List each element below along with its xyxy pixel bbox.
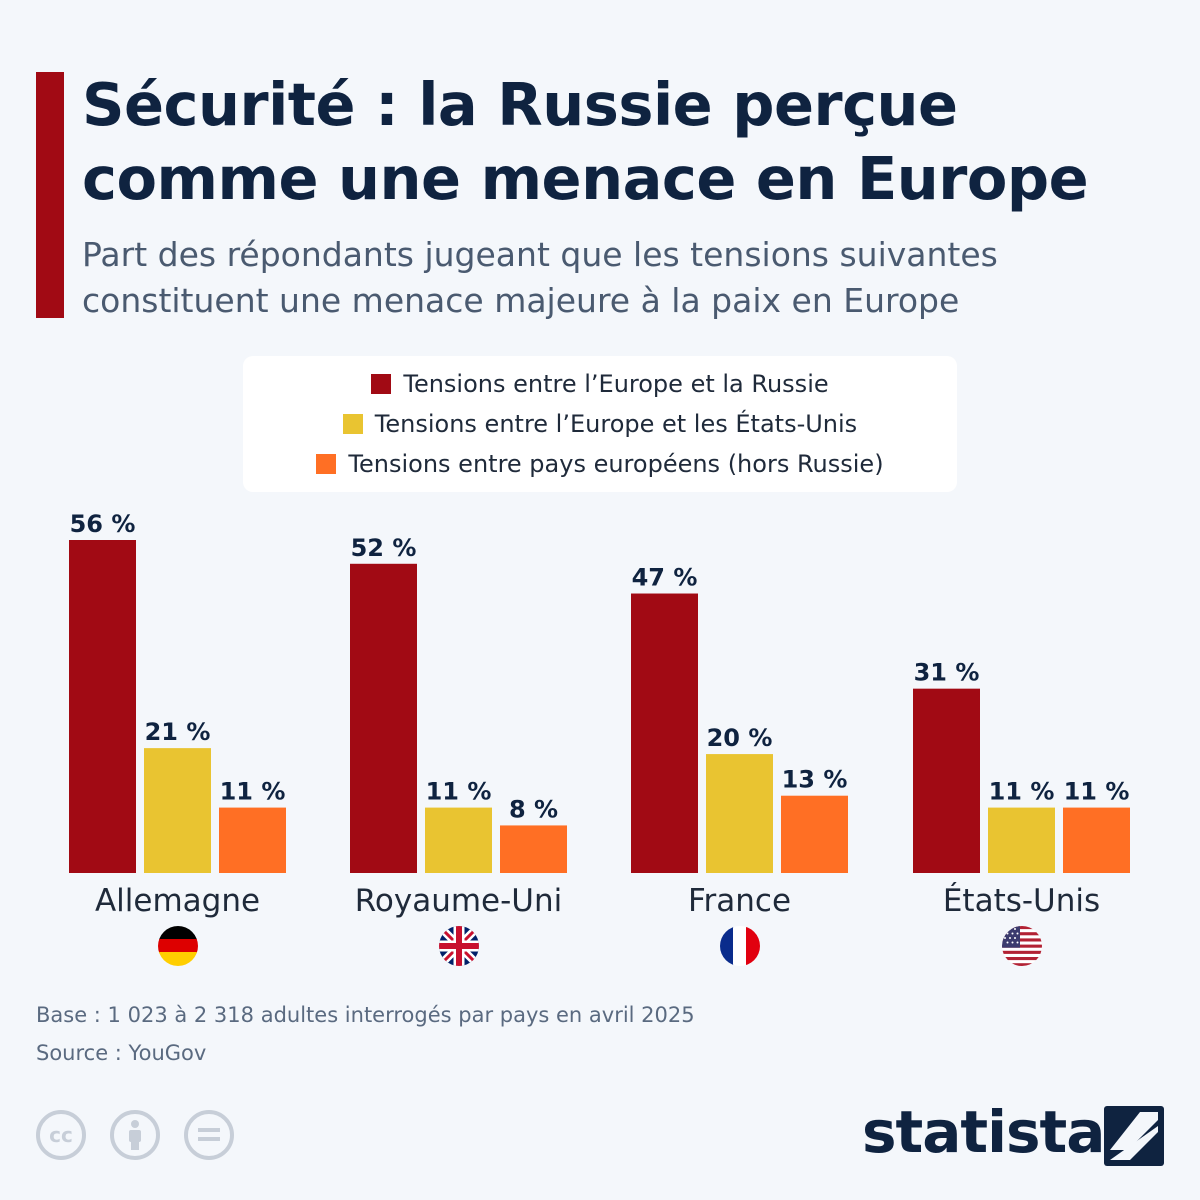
category-label-etats-unis: États-Unis <box>943 883 1100 919</box>
base-note: Base : 1 023 à 2 318 adultes interrogés … <box>36 1003 695 1027</box>
data-label-royaume-uni-europe: 8 % <box>509 795 558 823</box>
data-label-allemagne-russia: 56 % <box>70 510 136 538</box>
bar-france-usa <box>706 754 773 873</box>
category-label-france: France <box>688 883 791 919</box>
data-label-royaume-uni-usa: 11 % <box>426 778 492 806</box>
source-note: Source : YouGov <box>36 1041 207 1065</box>
usa-flag-icon <box>1002 926 1042 966</box>
data-label-france-usa: 20 % <box>707 724 773 752</box>
legend-label-europe: Tensions entre pays européens (hors Russ… <box>348 450 884 478</box>
data-label-france-russia: 47 % <box>632 564 698 592</box>
germany-flag-icon <box>158 926 198 966</box>
uk-flag-icon <box>439 926 479 966</box>
no-derivatives-icon <box>184 1110 234 1160</box>
data-label-etats-unis-europe: 11 % <box>1064 778 1130 806</box>
bar-allemagne-russia <box>69 540 136 873</box>
cc-icon: cc <box>36 1110 86 1160</box>
legend-item-usa: Tensions entre l’Europe et les États-Uni… <box>243 406 957 442</box>
bar-royaume-uni-usa <box>425 807 492 873</box>
statista-logo-text: statista <box>862 1098 1105 1166</box>
bar-etats-unis-usa <box>988 807 1055 873</box>
bar-etats-unis-russia <box>913 688 980 873</box>
legend-label-russia: Tensions entre l’Europe et la Russie <box>403 370 829 398</box>
bar-royaume-uni-russia <box>350 563 417 873</box>
data-label-royaume-uni-russia: 52 % <box>351 534 417 562</box>
legend-swatch-usa <box>342 414 363 434</box>
category-label-allemagne: Allemagne <box>95 883 260 919</box>
legend-swatch-russia <box>371 374 392 394</box>
statista-logo-icon <box>1104 1106 1164 1166</box>
legend-label-usa: Tensions entre l’Europe et les États-Uni… <box>374 410 858 438</box>
data-label-allemagne-usa: 21 % <box>145 718 211 746</box>
page-subtitle: Part des répondants jugeant que les tens… <box>82 235 998 320</box>
bar-france-russia <box>631 593 698 873</box>
bar-royaume-uni-europe <box>500 825 567 873</box>
legend-item-europe: Tensions entre pays européens (hors Russ… <box>243 446 957 482</box>
category-label-royaume-uni: Royaume-Uni <box>355 883 563 919</box>
data-label-etats-unis-usa: 11 % <box>989 778 1055 806</box>
title-accent-bar <box>36 72 64 318</box>
data-label-etats-unis-russia: 31 % <box>914 659 980 687</box>
bar-france-europe <box>781 795 848 873</box>
bar-allemagne-usa <box>144 748 211 873</box>
bar-allemagne-europe <box>219 807 286 873</box>
legend-item-russia: Tensions entre l’Europe et la Russie <box>243 366 957 402</box>
legend: Tensions entre l’Europe et la Russie Ten… <box>243 356 957 492</box>
data-label-allemagne-europe: 11 % <box>220 778 286 806</box>
page-title: Sécurité : la Russie perçue comme une me… <box>82 70 1089 213</box>
attribution-icon <box>110 1110 160 1160</box>
legend-swatch-europe <box>316 454 337 474</box>
data-label-france-europe: 13 % <box>782 766 848 794</box>
france-flag-icon <box>720 926 760 966</box>
bar-etats-unis-europe <box>1063 807 1130 873</box>
